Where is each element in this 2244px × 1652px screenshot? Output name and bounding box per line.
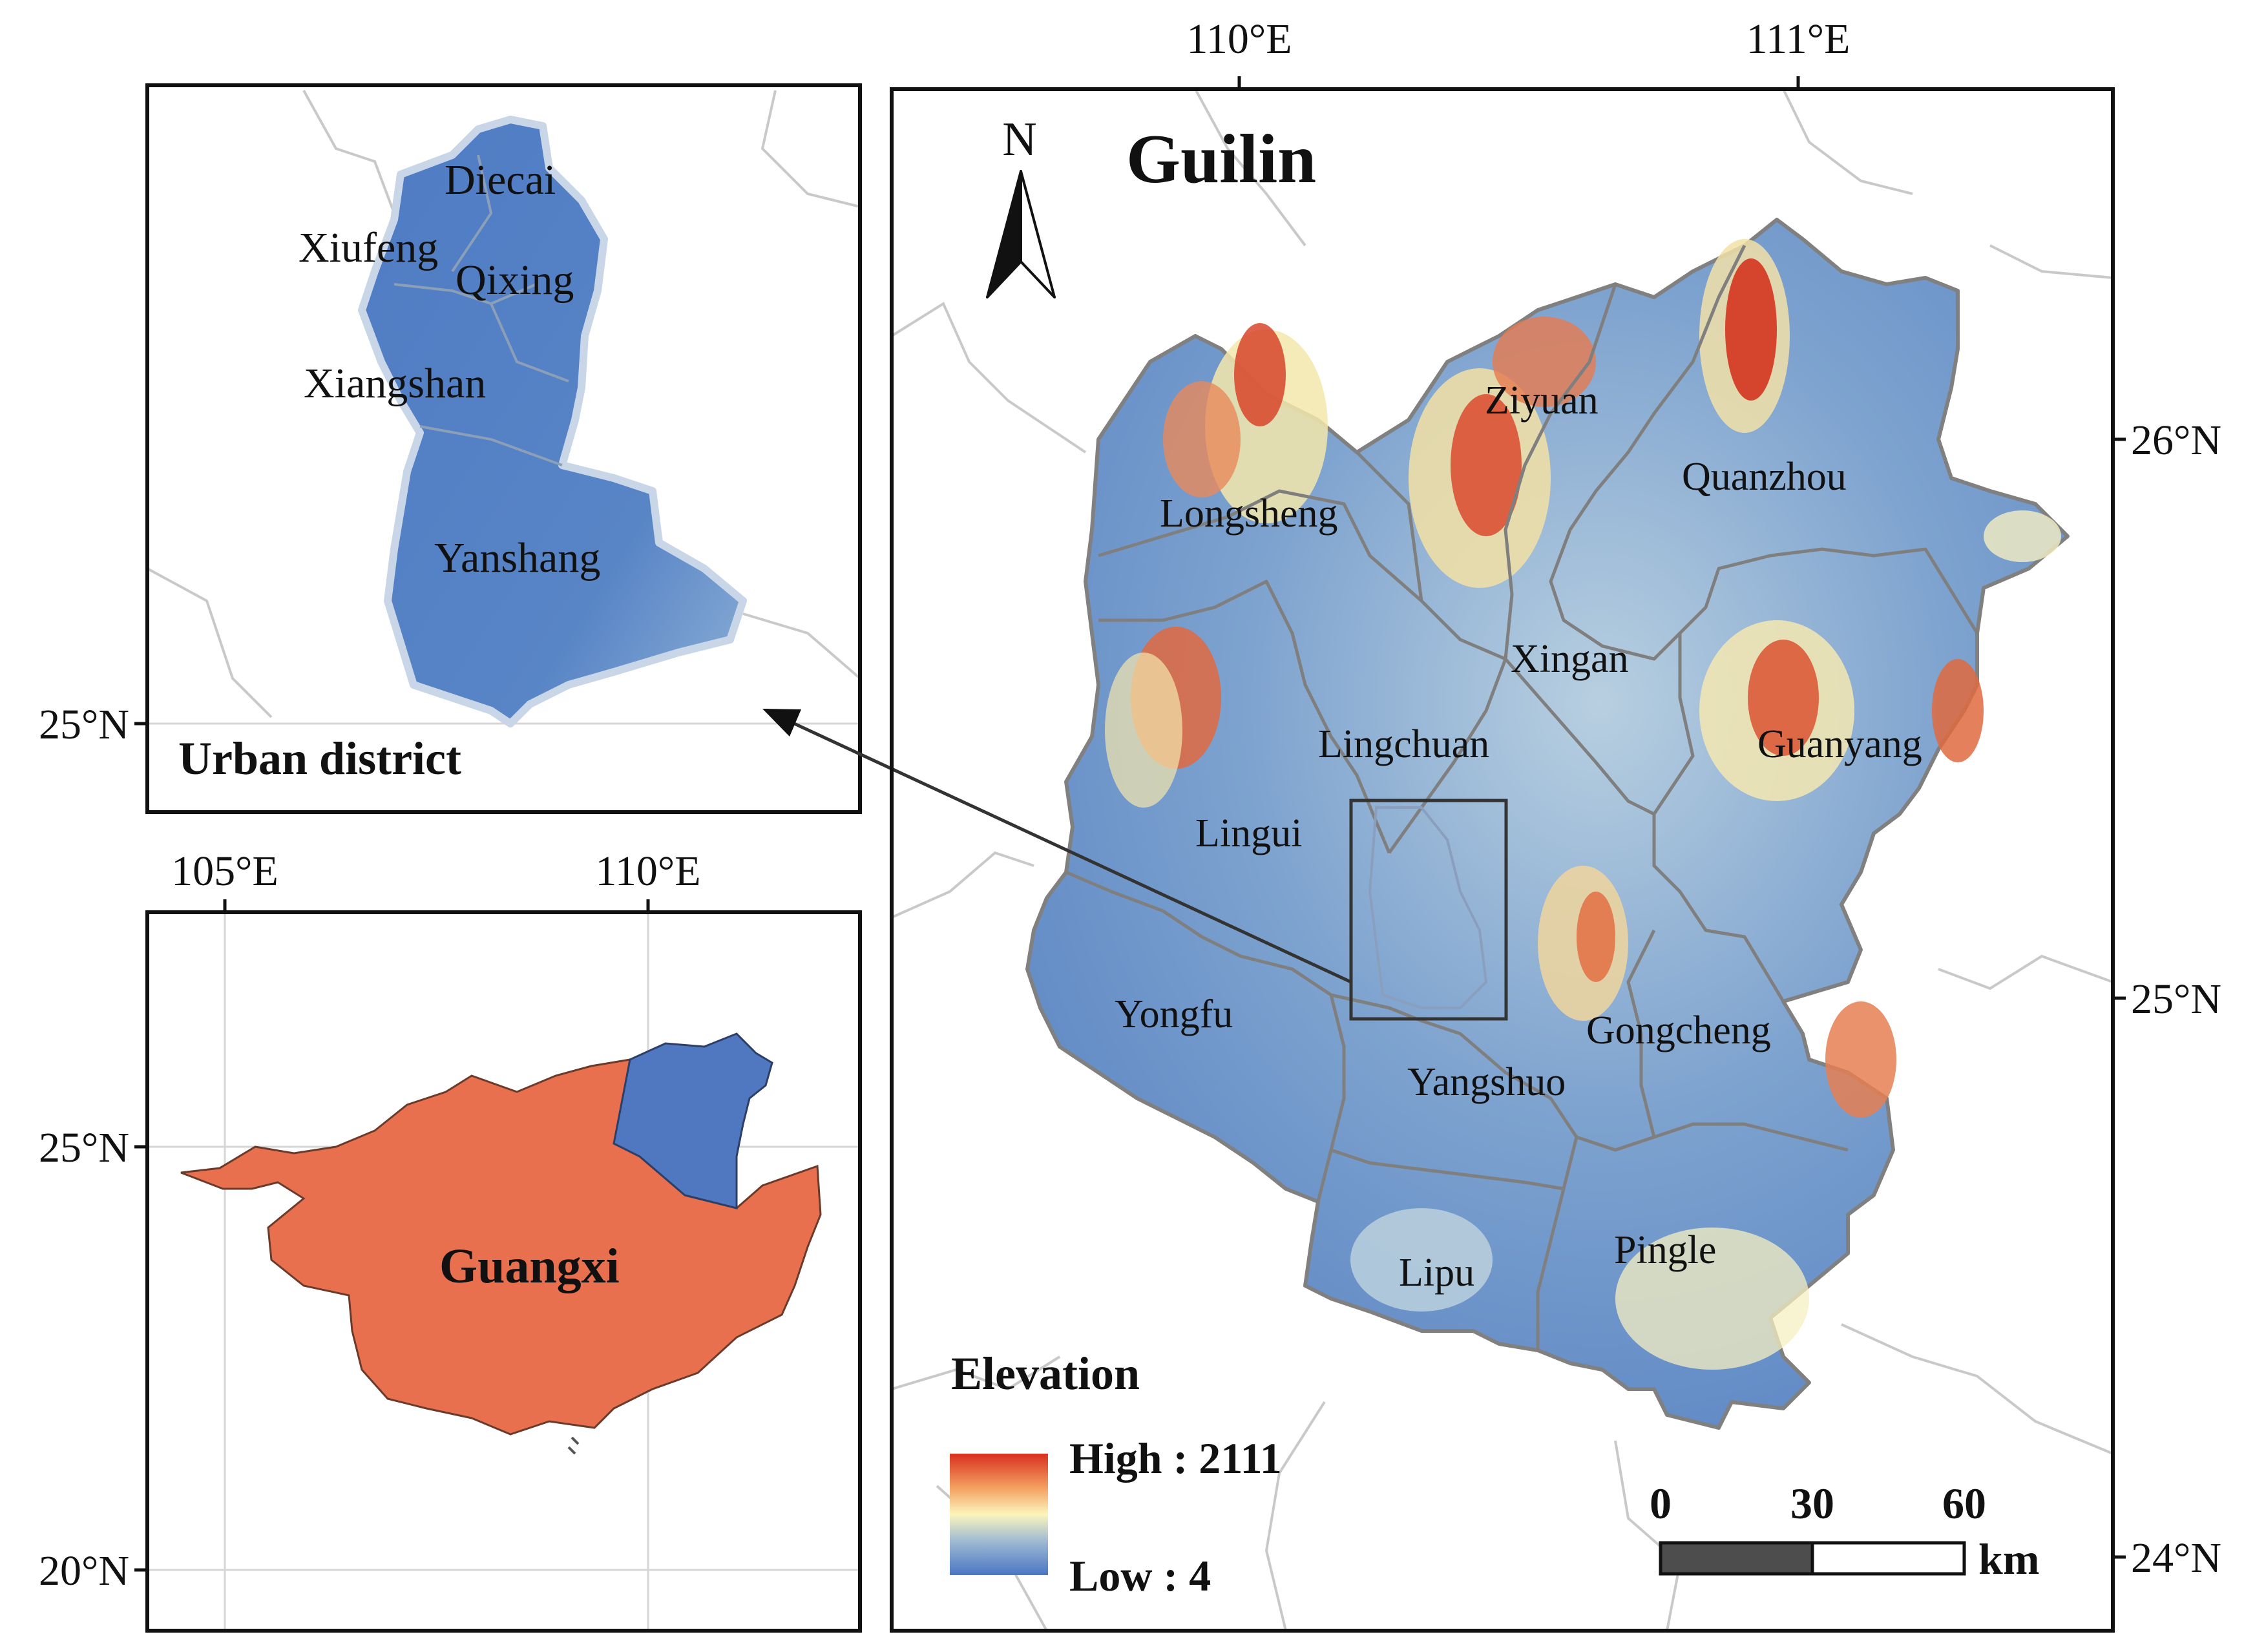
guangxi-lon-label-110: 110°E [595, 848, 700, 895]
main-lat-label-24: 24°N [2131, 1534, 2221, 1582]
guilin-region-shape [613, 1032, 773, 1209]
urban-lat-label: 25°N [39, 701, 129, 748]
north-arrow-icon: N [986, 113, 1056, 298]
urban-district-boundaries [393, 154, 569, 466]
urban-district-shape [358, 116, 747, 727]
guangxi-label: Guangxi [439, 1239, 620, 1293]
guangxi-islands [567, 1436, 580, 1455]
legend-color-ramp [950, 1454, 1048, 1575]
urban-district-outline [1368, 806, 1488, 1009]
district-label-xiufeng: Xiufeng [299, 224, 438, 271]
legend-high-label: High : 2111 [1069, 1434, 1282, 1483]
legend-title: Elevation [951, 1348, 1140, 1399]
elevation-legend: Elevation High : 2111 Low : 4 [950, 1348, 1282, 1600]
main-lon-label-110: 110°E [1186, 16, 1292, 63]
guangxi-province-shape [180, 1058, 822, 1436]
scale-bar: 0 30 60 km [1650, 1479, 2039, 1584]
scale-tick-30: 30 [1790, 1479, 1834, 1528]
county-label-xingan: Xingan [1511, 637, 1629, 681]
inset-arrow-head [762, 709, 801, 737]
district-label-qixing: Qixing [456, 256, 574, 304]
scale-tick-60: 60 [1942, 1479, 1986, 1528]
urban-inset-frame [145, 83, 862, 814]
guangxi-lat-label-25: 25°N [39, 1124, 129, 1171]
urban-highlight-box [1349, 799, 1508, 1021]
county-label-longsheng: Longsheng [1160, 492, 1338, 536]
main-lon-label-111: 111°E [1746, 16, 1851, 63]
county-label-guanyang: Guanyang [1757, 722, 1922, 766]
county-label-lingchuan: Lingchuan [1318, 722, 1489, 766]
county-label-pingle: Pingle [1614, 1228, 1716, 1272]
scale-segment-light [1810, 1541, 1966, 1576]
main-lat-label-26: 26°N [2131, 417, 2221, 464]
north-arrow-label: N [1002, 113, 1036, 166]
county-boundaries [1065, 244, 1979, 1350]
scale-segment-dark [1659, 1541, 1814, 1576]
scale-unit: km [1978, 1534, 2039, 1584]
county-label-yangshuo: Yangshuo [1407, 1060, 1566, 1104]
district-label-xiangshan: Xiangshan [304, 360, 486, 407]
county-label-lingui: Lingui [1195, 811, 1302, 855]
county-label-ziyuan: Ziyuan [1485, 379, 1599, 423]
county-label-quanzhou: Quanzhou [1682, 455, 1847, 499]
county-label-gongcheng: Gongcheng [1586, 1009, 1771, 1052]
guilin-main-map: Ziyuan Quanzhou Longsheng Xingan Lingchu… [762, 16, 2221, 1633]
county-label-yongfu: Yongfu [1115, 992, 1233, 1036]
scale-tick-0: 0 [1650, 1479, 1672, 1528]
guangxi-inset-frame [145, 910, 862, 1633]
main-map-title: Guilin [1126, 121, 1316, 198]
urban-inset-title: Urban district [178, 733, 461, 784]
guangxi-inset: Guangxi 105°E 110°E 25°N 20°N [39, 848, 862, 1633]
urban-admin-lines [147, 90, 861, 718]
legend-low-label: Low : 4 [1069, 1551, 1211, 1600]
main-map-frame [890, 87, 2115, 1633]
guangxi-lon-label-105: 105°E [171, 848, 278, 895]
district-label-yanshang: Yanshang [434, 534, 600, 581]
urban-district-inset: Diecai Xiufeng Qixing Xiangshan Yanshang… [39, 83, 862, 814]
district-label-diecai: Diecai [445, 156, 556, 204]
county-label-lipu: Lipu [1399, 1251, 1474, 1295]
main-lat-label-25: 25°N [2131, 976, 2221, 1023]
inset-arrow-line [790, 720, 1352, 984]
guangxi-lat-label-20: 20°N [39, 1547, 129, 1594]
